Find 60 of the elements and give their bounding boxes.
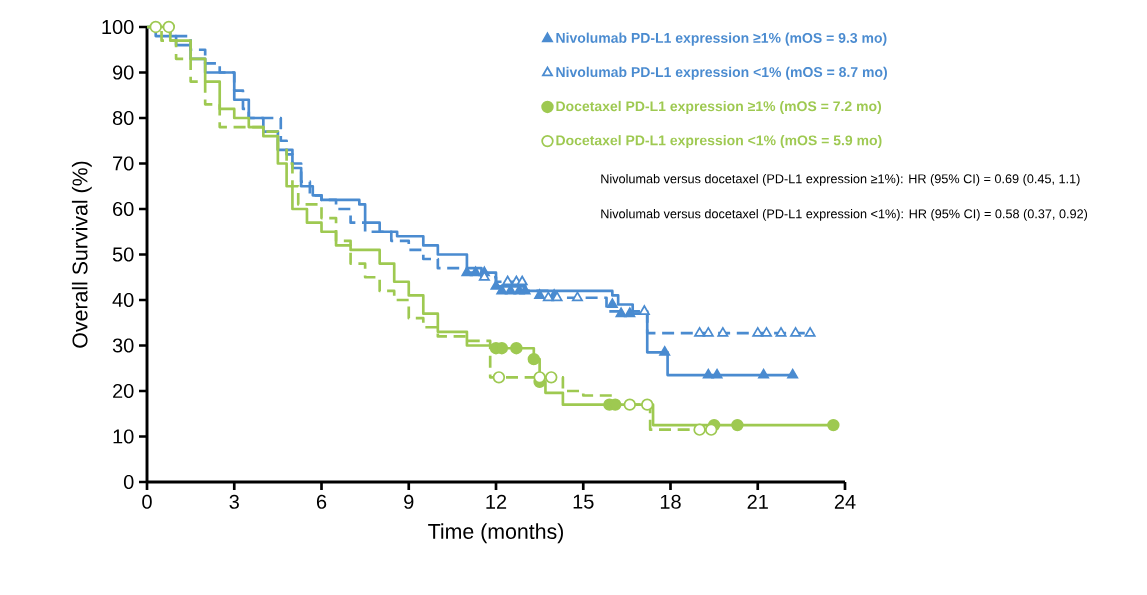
point xyxy=(702,327,714,337)
point xyxy=(694,327,706,337)
y-tick-label: 100 xyxy=(102,19,134,35)
x-tick-label: 9 xyxy=(404,494,414,509)
point xyxy=(702,368,714,379)
x-tick-label: 18 xyxy=(660,494,681,509)
point xyxy=(731,418,744,432)
y-tick-label: 80 xyxy=(112,110,134,126)
point xyxy=(606,298,618,309)
point xyxy=(711,368,723,379)
legend-label: Docetaxel PD-L1 expression <1% (mOS = 5.9 mo) xyxy=(556,135,882,149)
point xyxy=(492,371,506,384)
y-tick-label: 60 xyxy=(113,201,134,217)
point xyxy=(542,291,554,302)
point xyxy=(534,289,546,299)
x-tick-label: 24 xyxy=(834,494,856,509)
x-tick-label: 3 xyxy=(229,494,239,509)
y-tick-label: 20 xyxy=(113,383,134,399)
point xyxy=(804,327,816,337)
point xyxy=(623,398,636,411)
point xyxy=(717,327,729,337)
point xyxy=(615,307,627,318)
y-tick-label: 0 xyxy=(123,474,134,490)
point xyxy=(545,371,558,384)
y-tick-label: 70 xyxy=(113,156,134,171)
point xyxy=(659,346,671,356)
point xyxy=(693,423,706,436)
point xyxy=(519,284,531,295)
x-tick-label: 12 xyxy=(486,494,507,509)
y-tick-label: 40 xyxy=(112,292,134,308)
point xyxy=(760,327,772,337)
point xyxy=(571,291,583,302)
legend-label: Docetaxel PD-L1 expression ≥1% (mOS = 7.2 mo) xyxy=(556,100,882,114)
annotation: Nivolumab versus docetaxel (PD-L1 expression <1%): HR (95% CI) = 0.58 (0.37, 0.92) xyxy=(601,209,1088,221)
x-tick-label: 15 xyxy=(573,494,594,509)
x-tick-label: 0 xyxy=(142,494,152,509)
point xyxy=(510,342,523,355)
y-axis-title: Overall Survival (%) xyxy=(71,161,92,348)
point xyxy=(790,327,802,337)
legend-label: Nivolumab PD-L1 expression <1% (mOS = 8.7 mo) xyxy=(556,66,887,80)
point xyxy=(787,368,799,379)
point xyxy=(775,327,787,337)
annotation: Nivolumab versus docetaxel (PD-L1 expression ≥1%): HR (95% CI) = 0.69 (0.45, 1.1) xyxy=(601,173,1080,186)
point xyxy=(758,368,770,379)
y-tick-label: 30 xyxy=(112,338,134,353)
x-tick-label: 6 xyxy=(316,494,327,509)
y-tick-label: 50 xyxy=(112,247,134,262)
y-tick-label: 10 xyxy=(113,429,134,444)
point xyxy=(752,327,764,337)
point xyxy=(516,275,528,286)
point xyxy=(496,284,508,295)
point xyxy=(527,352,541,366)
y-tick-label: 90 xyxy=(112,65,134,80)
point xyxy=(827,418,840,432)
legend-label: Nivolumab PD-L1 expression ≥1% (mOS = 9.3 mo) xyxy=(556,32,887,46)
x-tick-label: 21 xyxy=(747,494,768,509)
point xyxy=(461,266,473,277)
point xyxy=(624,307,636,318)
point xyxy=(641,398,654,411)
x-axis-title: Time (months) xyxy=(428,523,563,544)
